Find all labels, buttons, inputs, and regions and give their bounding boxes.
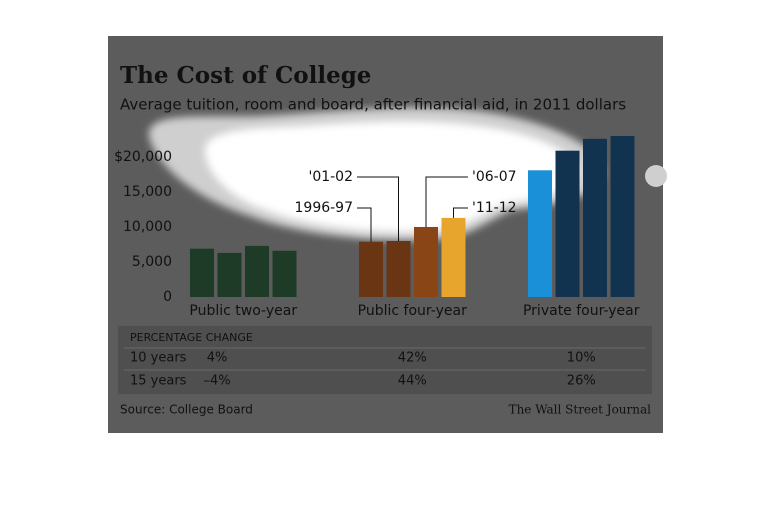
x-category-label: Private four-year	[523, 303, 640, 319]
bar	[190, 248, 214, 297]
y-tick-label: 5,000	[132, 254, 172, 270]
table-cell: 26%	[567, 374, 596, 389]
leader-line	[357, 176, 399, 241]
highlight-dot	[645, 165, 667, 187]
period-label: '01-02	[308, 169, 353, 185]
bar	[583, 138, 607, 297]
table-cell: 4%	[207, 351, 228, 366]
bar	[272, 250, 297, 297]
period-label: '11-12	[472, 200, 517, 216]
bar	[610, 136, 635, 297]
table-cell: 44%	[398, 374, 427, 389]
table-cell: –4%	[203, 374, 230, 389]
bar	[414, 227, 438, 297]
x-category-label: Public two-year	[189, 303, 297, 319]
y-tick-label: $20,000	[114, 149, 172, 165]
leader-line	[425, 176, 468, 227]
table-title: PERCENTAGE CHANGE	[130, 331, 253, 344]
chart-title: The Cost of College	[120, 62, 371, 89]
y-tick-label: 10,000	[123, 219, 172, 235]
source: Source: College Board	[120, 403, 253, 417]
table-cell: 42%	[398, 351, 427, 366]
bar	[217, 252, 242, 297]
bar	[245, 245, 269, 297]
period-label: 1996-97	[295, 200, 354, 216]
bar	[555, 150, 580, 297]
bar	[441, 217, 466, 297]
y-tick-label: 15,000	[123, 184, 172, 200]
credit: The Wall Street Journal	[509, 403, 652, 417]
table-row-label: 15 years	[130, 374, 187, 389]
leader-line	[357, 207, 372, 242]
table-cell: 10%	[567, 351, 596, 366]
table-band	[118, 326, 652, 394]
bar	[359, 241, 383, 297]
x-category-label: Public four-year	[358, 303, 467, 319]
bar	[528, 170, 552, 297]
period-label: '06-07	[472, 169, 517, 185]
y-tick-label: 0	[163, 289, 172, 305]
bar	[386, 241, 411, 297]
chart-subtitle: Average tuition, room and board, after f…	[120, 96, 626, 114]
leader-line	[453, 207, 468, 218]
table-row-label: 10 years	[130, 351, 187, 366]
